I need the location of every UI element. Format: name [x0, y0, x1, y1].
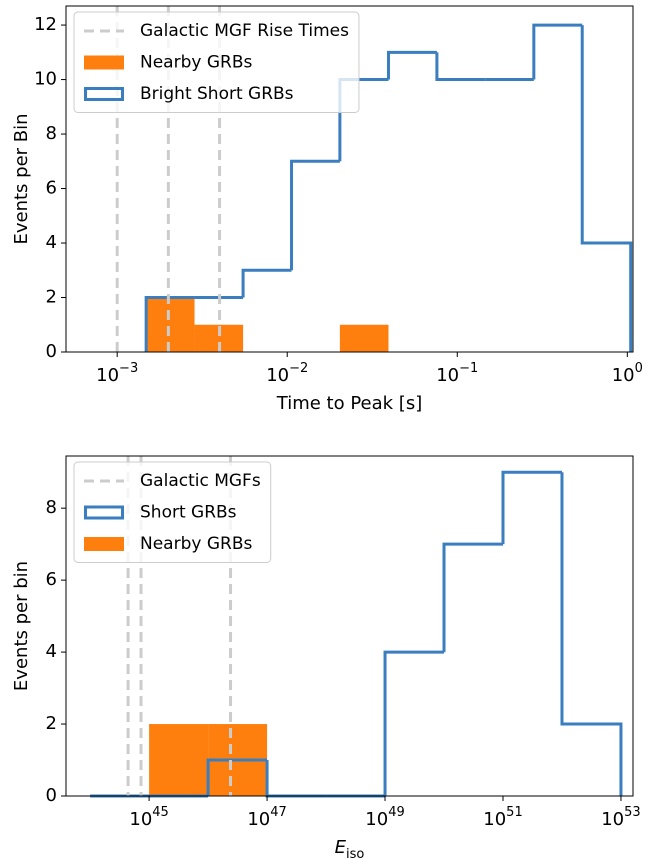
y-tick-label: 12	[34, 14, 57, 35]
y-tick-label: 0	[46, 785, 57, 806]
y-axis-label: Events per Bin	[11, 113, 32, 244]
legend: Galactic MGF Rise Times Nearby GRBs Bright…	[73, 11, 360, 113]
bar	[339, 324, 389, 352]
legend-swatch	[84, 505, 124, 520]
x-axis-label-main: E	[335, 837, 347, 858]
step-bin	[532, 23, 583, 80]
step-bin	[560, 472, 623, 796]
axes-frame	[65, 455, 634, 797]
x-tick-label: 10−3	[96, 361, 138, 387]
y-tick-label: 4	[46, 641, 57, 662]
x-axis-label: Eiso	[335, 837, 365, 858]
y-axis-label: Events per bin	[11, 561, 32, 691]
bar	[149, 724, 209, 796]
y-tick-label: 0	[46, 341, 57, 362]
legend-label: Galactic MGFs	[140, 471, 261, 491]
y-tick-label: 6	[46, 569, 57, 590]
legend-label: Nearby GRBs	[140, 53, 252, 73]
x-tick-label: 1047	[247, 805, 286, 831]
y-tick-label: 10	[34, 69, 57, 90]
x-tick-label: 10−1	[436, 361, 478, 387]
step-bin	[501, 470, 562, 545]
step-bin	[580, 25, 633, 352]
y-tick-label: 2	[46, 713, 57, 734]
step-bin	[144, 296, 195, 352]
legend-swatch	[84, 55, 124, 70]
x-tick-label: 1053	[601, 805, 640, 831]
step-bin	[383, 650, 445, 796]
step-bin	[442, 542, 503, 653]
x-tick-label: 10−2	[266, 361, 308, 387]
y-tick-label: 4	[46, 232, 57, 253]
legend-label: Nearby GRBs	[140, 534, 252, 554]
legend-label: Galactic MGF Rise Times	[140, 21, 349, 41]
step-bin	[206, 758, 268, 796]
y-tick-label: 2	[46, 287, 57, 308]
step-bin	[386, 50, 437, 80]
y-tick-label: 6	[46, 178, 57, 199]
step-bin	[435, 52, 486, 82]
legend-swatch	[84, 537, 124, 551]
bar	[146, 297, 195, 352]
legend-frame	[73, 11, 360, 113]
x-tick-label: 1045	[129, 805, 168, 831]
y-tick-label: 8	[46, 497, 57, 518]
legend-label: Bright Short GRBs	[140, 84, 294, 104]
step-bin	[241, 268, 292, 298]
legend-label: Short GRBs	[140, 503, 237, 523]
y-tick-label: 8	[46, 123, 57, 144]
x-axis-label: Time to Peak [s]	[276, 393, 422, 414]
x-tick-label: 100	[612, 361, 643, 387]
legend: Galactic MGFs Short GRBs Nearby GRBs	[73, 461, 272, 563]
x-tick-label: 1049	[365, 805, 404, 831]
x-tick-label: 1051	[483, 805, 522, 831]
axes-frame	[65, 5, 634, 353]
x-axis-label-sub: iso	[346, 847, 364, 858]
legend-swatch	[84, 87, 124, 101]
step-bin	[265, 760, 327, 798]
step-bin	[290, 159, 340, 271]
